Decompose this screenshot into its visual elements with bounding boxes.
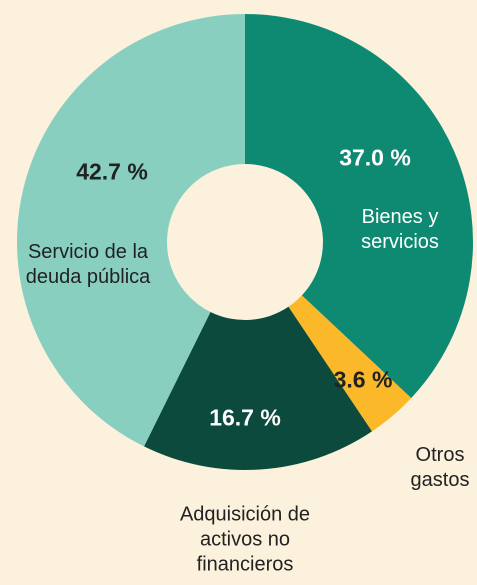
value-label: 16.7 % <box>209 404 281 431</box>
donut-slice <box>144 306 372 471</box>
donut-slice <box>16 14 245 447</box>
value-label: 37.0 % <box>339 144 411 171</box>
value-label: 42.7 % <box>76 158 148 185</box>
value-label: 3.6 % <box>333 366 393 393</box>
category-label: Servicio de la deuda pública <box>25 241 151 288</box>
donut-slice <box>245 14 473 399</box>
donut-slice <box>288 295 412 432</box>
category-label: Adquisición de activos no financieros <box>179 503 311 576</box>
category-label: Bienes y servicios <box>361 206 439 253</box>
category-label: Otros gastos <box>410 444 470 491</box>
